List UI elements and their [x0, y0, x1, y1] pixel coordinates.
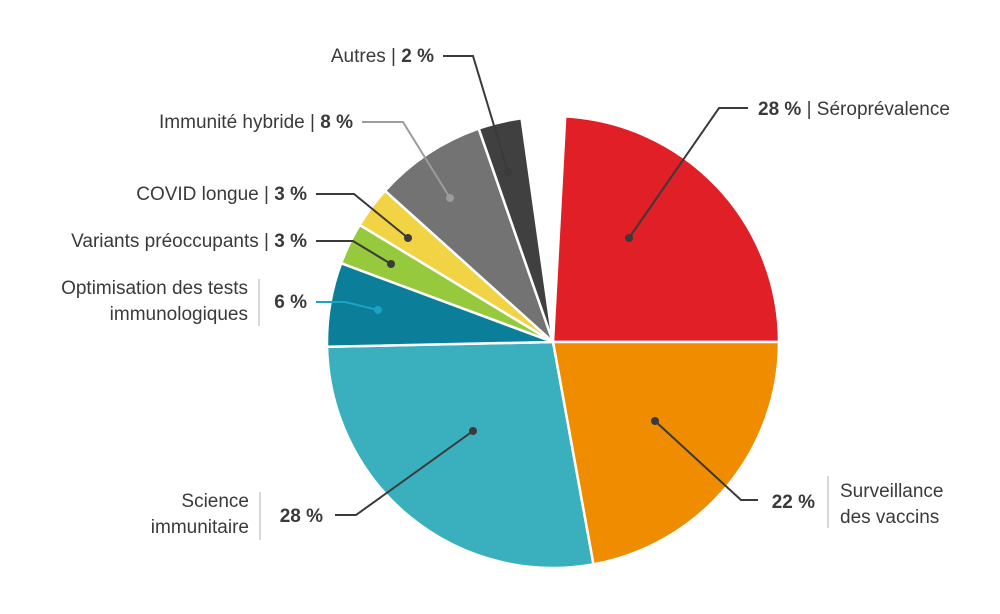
- slice-name-surveillance-des-vaccins-line-1: Surveillance: [840, 481, 944, 502]
- leader-dot-seroprevalence: [625, 234, 633, 242]
- slice-label-seroprevalence: 28 % | Séroprévalence: [758, 99, 950, 120]
- leader-line-variants-preoccupants: [316, 240, 392, 265]
- pie-slice-autres: [477, 116, 555, 344]
- slice-label-variants-preoccupants: Variants préoccupants | 3 %: [71, 231, 307, 252]
- slice-name-science-immunitaire-line-1: Science: [181, 491, 249, 512]
- slice-label-immunite-hybride: Immunité hybride | 8 %: [159, 112, 353, 133]
- leader-line-immunite-hybride: [362, 121, 451, 199]
- leader-dot-optimisation-des-tests-immunologiques: [374, 306, 382, 314]
- slice-name-surveillance-des-vaccins-line-2: des vaccins: [840, 507, 939, 528]
- slice-value-surveillance-des-vaccins: 22 %: [772, 492, 815, 513]
- leader-lines: [316, 55, 758, 516]
- slice-label-autres: Autres | 2 %: [331, 46, 434, 67]
- pie-slice-immunite-hybride: [383, 127, 555, 344]
- pie-slices: [325, 115, 781, 570]
- leader-dot-covid-longue: [404, 234, 412, 242]
- slice-label-covid-longue: COVID longue | 3 %: [136, 184, 307, 205]
- pie-slice-science-immunitaire: [325, 340, 595, 570]
- slice-name-science-immunitaire-line-2: immunitaire: [151, 517, 249, 538]
- leader-dot-science-immunitaire: [469, 427, 477, 435]
- slice-name-optimisation-des-tests-immunologiques-line-2: immunologiques: [110, 304, 248, 325]
- leader-line-covid-longue: [316, 193, 409, 239]
- slice-value-science-immunitaire: 28 %: [280, 506, 323, 527]
- slice-labels: 28 % | Séroprévalence 22 % Surveillance des…: [61, 46, 950, 540]
- leader-line-seroprevalence: [628, 107, 748, 239]
- leader-dot-immunite-hybride: [446, 194, 454, 202]
- leader-dot-autres: [504, 168, 512, 176]
- leader-line-optimisation-des-tests-immunologiques: [316, 301, 379, 311]
- slice-value-optimisation-des-tests-immunologiques: 6 %: [274, 292, 307, 313]
- leader-line-surveillance-des-vaccins: [654, 420, 758, 501]
- leader-line-science-immunitaire: [335, 430, 474, 516]
- leader-dot-variants-preoccupants: [387, 260, 395, 268]
- leader-dot-surveillance-des-vaccins: [651, 417, 659, 425]
- pie-slice-seroprevalence: [551, 115, 781, 344]
- leader-line-autres: [443, 55, 509, 173]
- slice-name-optimisation-des-tests-immunologiques-line-1: Optimisation des tests: [61, 278, 248, 299]
